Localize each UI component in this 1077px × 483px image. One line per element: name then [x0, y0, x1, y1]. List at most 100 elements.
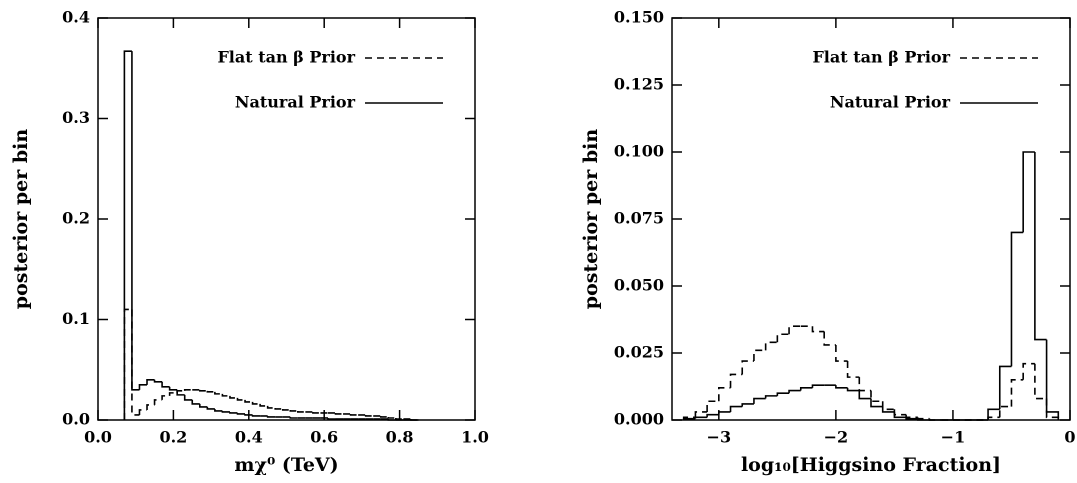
histogram-step	[364, 414, 374, 417]
histogram-step	[176, 390, 185, 393]
histogram-step	[846, 387, 860, 392]
histogram-step	[266, 415, 276, 418]
histogram-step	[682, 417, 696, 420]
x-tick-label: −3	[707, 428, 732, 447]
histogram-step	[297, 410, 306, 413]
y-tick-label: 0.075	[614, 209, 664, 228]
y-tick-label: 0.125	[614, 75, 664, 94]
histogram-step	[168, 386, 178, 391]
y-tick-label: 0.100	[614, 142, 664, 161]
histogram-step	[764, 341, 778, 351]
histogram-step	[251, 414, 261, 417]
histogram-step	[694, 416, 708, 419]
histogram-step	[998, 405, 1012, 418]
histogram-step	[191, 399, 200, 405]
histogram-step	[870, 390, 883, 403]
histogram-step	[858, 390, 871, 400]
y-tick-label: 0.000	[614, 410, 664, 429]
histogram-step	[1034, 152, 1047, 341]
x-tick-label: 0.6	[310, 428, 338, 447]
y-tick-label: 0.050	[614, 276, 664, 295]
y-tick-label: 0.025	[614, 343, 664, 362]
legend-label: Flat tan β Prior	[812, 48, 950, 67]
histogram-step	[236, 412, 246, 415]
legend-label: Natural Prior	[235, 93, 356, 112]
histogram-step	[835, 385, 848, 389]
histogram-step	[183, 389, 193, 391]
histogram-step	[893, 411, 907, 419]
histogram-step	[289, 416, 298, 419]
histogram-step	[799, 387, 813, 391]
histogram-step	[161, 395, 170, 400]
histogram-step	[289, 409, 298, 412]
histogram-step	[917, 418, 930, 421]
histogram-step	[893, 409, 907, 416]
histogram-step	[206, 406, 215, 410]
histogram-step	[694, 411, 708, 418]
histogram-step	[764, 395, 778, 399]
histogram-step	[1022, 362, 1035, 380]
x-tick-label: 0	[1064, 428, 1075, 447]
histogram-step	[146, 379, 155, 385]
y-tick-label: 0.1	[62, 309, 90, 328]
x-tick-label: 0.8	[386, 428, 414, 447]
x-axis-label: log₁₀[Higgsino Fraction]	[741, 454, 1001, 476]
histogram-step	[905, 417, 918, 420]
y-axis-label: posterior per bin	[580, 129, 602, 310]
histogram-step	[138, 409, 148, 415]
histogram-step	[387, 416, 396, 419]
histogram-step	[881, 401, 895, 411]
histogram-step	[131, 51, 140, 391]
histogram-step	[811, 326, 825, 333]
histogram-step	[1045, 398, 1060, 420]
histogram-step	[138, 384, 148, 390]
histogram-step	[244, 413, 253, 416]
x-tick-label: 0.4	[235, 428, 263, 447]
x-tick-label: −1	[941, 428, 966, 447]
histogram-step	[706, 400, 719, 412]
histogram-step	[123, 50, 132, 420]
histogram-step	[1022, 151, 1035, 233]
legend-label: Flat tan β Prior	[217, 48, 355, 67]
histogram-step	[788, 389, 801, 394]
x-tick-label: −2	[824, 428, 849, 447]
plot-frame	[671, 17, 1071, 421]
histogram-step	[146, 404, 155, 410]
histogram-step	[835, 344, 848, 362]
y-tick-label: 0.4	[62, 8, 90, 27]
histogram-step	[229, 395, 238, 399]
histogram-step	[214, 408, 223, 412]
histogram-step	[1034, 363, 1047, 400]
histogram-step	[823, 331, 836, 346]
histogram-step	[183, 394, 193, 401]
histogram-step	[753, 397, 766, 404]
histogram-step	[741, 360, 754, 375]
histogram-step	[1010, 231, 1024, 367]
histogram-step	[776, 392, 790, 396]
histogram-step	[718, 411, 731, 415]
histogram-step	[168, 392, 178, 396]
histogram-step	[206, 390, 215, 393]
histogram-step	[858, 377, 871, 392]
histogram-step	[706, 413, 719, 418]
histogram-step	[274, 407, 283, 410]
histogram-step	[334, 412, 344, 415]
histogram-step	[244, 399, 253, 403]
histogram-step	[281, 408, 291, 411]
x-tick-label: 0.2	[159, 428, 187, 447]
histogram-step	[349, 413, 359, 416]
histogram-step	[259, 403, 268, 407]
histogram-step	[881, 406, 895, 413]
y-tick-label: 0.2	[62, 209, 90, 228]
histogram-step	[236, 397, 246, 401]
x-tick-label: 1.0	[461, 428, 489, 447]
plot-frame	[97, 17, 476, 421]
histogram-step	[1045, 339, 1060, 420]
histogram-step	[266, 405, 276, 409]
histogram-step	[161, 381, 170, 388]
y-axis-label: posterior per bin	[10, 129, 32, 310]
histogram-step	[229, 411, 238, 414]
histogram-step	[395, 417, 404, 420]
histogram-step	[131, 309, 140, 416]
